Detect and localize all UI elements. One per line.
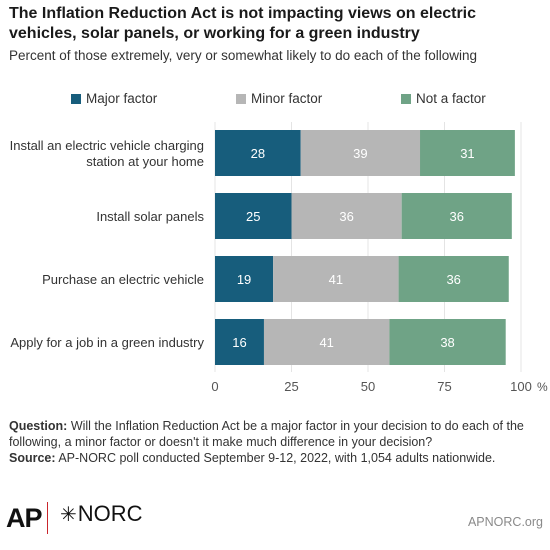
legend-label-not: Not a factor [416,91,486,106]
bar-segment [215,130,301,176]
bar-segment [263,319,390,365]
bar-segment [398,256,509,302]
legend: Major factor Minor factor Not a factor [0,91,550,109]
data-label: 36 [446,272,460,287]
norc-star-icon: ✳ [60,504,77,526]
data-label: 19 [237,272,251,287]
chart-notes: Question: Will the Inflation Reduction A… [9,418,539,466]
data-label: 25 [246,209,260,224]
legend-swatch-major [71,93,81,104]
question-label: Question: [9,419,68,433]
source-label: Source: [9,451,56,465]
stacked-bar-chart: 0 25 50 75 100 % 28 39 31 25 36 36 19 41 36 16 41 38 Insta… [10,122,548,394]
chart-subtitle: Percent of those extremely, very or some… [9,48,477,63]
category-label: Purchase an electric vehicle [42,272,204,287]
bar-segment [215,319,264,365]
legend-item-not: Not a factor [401,91,486,106]
x-unit-label: % [537,380,548,394]
x-tick-label: 75 [437,379,451,394]
legend-label-major: Major factor [86,91,158,106]
bar-segment [389,319,506,365]
data-label: 36 [450,209,464,224]
legend-label-minor: Minor factor [251,91,323,106]
site-url: APNORC.org [467,515,543,529]
bar-segment [300,130,421,176]
bar-segment [273,256,399,302]
x-tick-label: 100 [510,379,532,394]
norc-logo: ✳NORC [60,501,143,527]
data-label: 41 [329,272,343,287]
data-label: 41 [319,335,333,350]
data-label: 36 [339,209,353,224]
legend-swatch-not [401,93,411,104]
legend-item-major: Major factor [71,91,157,106]
logo-divider [47,502,48,534]
bar-segment [215,256,274,302]
x-tick-label: 0 [211,379,218,394]
legend-item-minor: Minor factor [236,91,322,106]
source-text: AP-NORC poll conducted September 9-12, 2… [55,451,496,465]
category-label: Install an electric vehicle charging stat… [10,138,204,169]
bar-segment [401,193,512,239]
norc-logo-text: NORC [77,501,143,526]
data-label: 39 [353,146,367,161]
bar-segment [420,130,515,176]
x-tick-label: 25 [284,379,298,394]
category-label: Install solar panels [96,209,204,224]
data-label: 16 [232,335,246,350]
question-text: Will the Inflation Reduction Act be a ma… [9,419,524,449]
bar-segment [215,193,292,239]
data-label: 38 [440,335,454,350]
data-label: 31 [460,146,474,161]
legend-swatch-minor [236,93,246,104]
ap-logo: AP [6,503,43,533]
chart-title: The Inflation Reduction Act is not impac… [9,5,477,42]
x-tick-label: 50 [361,379,375,394]
bar-segment [291,193,402,239]
category-label: Apply for a job in a green industry [10,335,204,350]
data-label: 28 [251,146,265,161]
